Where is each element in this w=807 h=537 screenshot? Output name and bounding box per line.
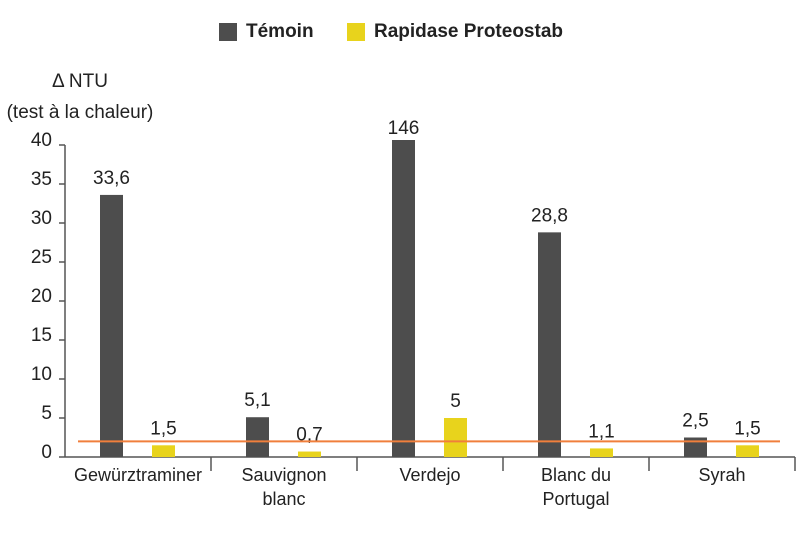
plot-area [100, 140, 759, 457]
y-label: Δ NTU [52, 71, 108, 92]
bar [298, 451, 321, 457]
value-label: 1,1 [588, 421, 614, 442]
x-tick-label: Blanc du Portugal [540, 465, 612, 509]
y-tick-label: 40 [31, 130, 52, 151]
x-tick-label: Sauvignon blanc [241, 465, 327, 509]
y-tick-label: 15 [31, 325, 52, 346]
y-tick-label: 5 [41, 403, 52, 424]
y-label: (test à la chaleur) [7, 102, 154, 123]
y-tick-label: 30 [31, 208, 52, 229]
bar [100, 194, 123, 457]
bar [246, 417, 269, 457]
value-label: 5 [450, 391, 461, 412]
value-label: 28,8 [531, 205, 568, 226]
x-tick-label: Gewürztraminer [73, 465, 203, 485]
bar [538, 232, 561, 457]
bar [736, 445, 759, 457]
value-label: 0,7 [296, 425, 322, 446]
value-label: 33,6 [93, 168, 130, 189]
legend-swatch [347, 23, 365, 41]
value-label: 1,5 [150, 418, 176, 439]
value-label: 2,5 [682, 411, 708, 432]
x-tick-label: Verdejo [399, 465, 461, 485]
y-tick-label: 0 [41, 442, 52, 463]
y-tick-label: 20 [31, 286, 52, 307]
x-tick-label: Syrah [698, 465, 746, 485]
value-label: 5,1 [244, 390, 270, 411]
y-tick-label: 35 [31, 169, 52, 190]
legend-label: Témoin [246, 21, 314, 42]
value-label: 1,5 [734, 418, 760, 439]
bar [152, 445, 175, 457]
legend-swatch [219, 23, 237, 41]
y-tick-label: 25 [31, 247, 52, 268]
bar [590, 448, 613, 457]
bar [444, 418, 467, 457]
y-tick-label: 10 [31, 364, 52, 385]
legend-label: Rapidase Proteostab [374, 21, 563, 42]
value-label: 146 [388, 118, 420, 139]
bar [392, 140, 415, 457]
